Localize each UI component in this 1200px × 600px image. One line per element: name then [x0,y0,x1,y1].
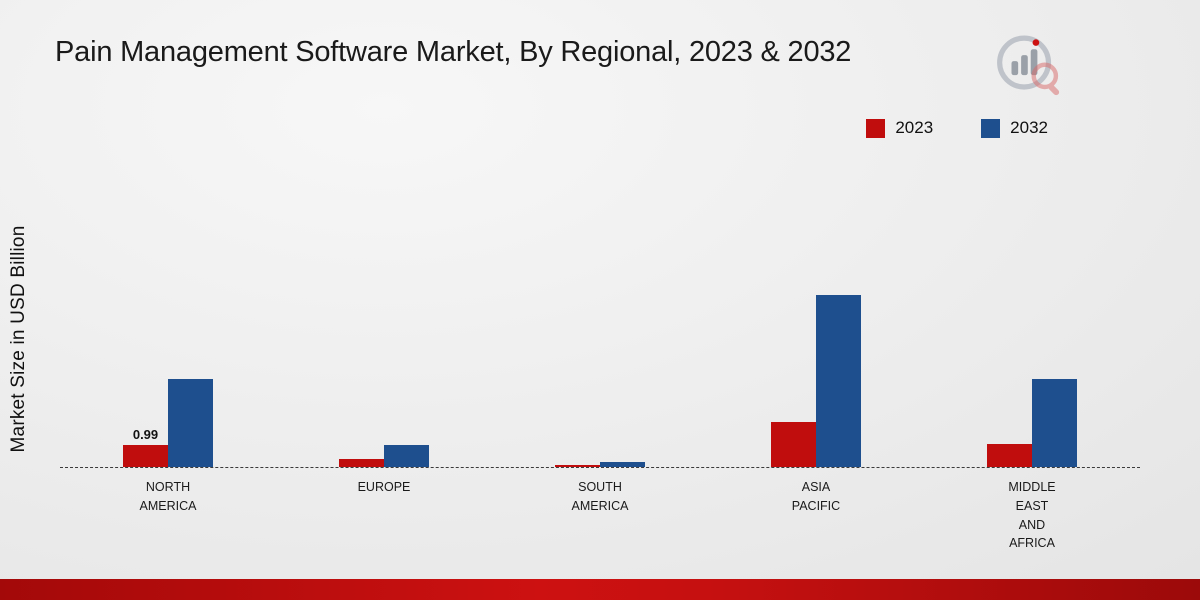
bar-column [1032,245,1077,467]
y-axis-label: Market Size in USD Billion [8,225,29,453]
brand-logo-icon [997,35,1060,96]
bar-2032-asia-pacific [816,295,861,467]
bar-column [384,245,429,467]
bar-2023-europe [339,459,384,467]
category-group-north-america: 0.99 [60,245,276,467]
category-group-europe [276,245,492,467]
bar-2032-south-america [600,462,645,467]
bar-2023-north-america [123,445,168,467]
bar-2032-middle-east-and-africa [1032,378,1077,467]
bar-column [339,245,384,467]
bar-column [987,245,1032,467]
bar-2023-middle-east-and-africa [987,443,1032,467]
bar-2032-europe [384,445,429,467]
bar-column [555,245,600,467]
bar-column [600,245,645,467]
x-axis-labels: NORTH AMERICA EUROPE SOUTH AMERICA ASIA PACIFI… [60,478,1140,553]
footer-red-band [0,579,1200,600]
bar-column [168,245,213,467]
legend-swatch-2032 [981,118,1001,138]
x-axis-baseline [60,467,1140,468]
x-axis-label-south-america: SOUTH AMERICA [571,480,629,513]
bar-2023-south-america [555,465,600,467]
bar-value-label: 0.99 [132,427,159,443]
x-axis-label-europe: EUROPE [357,480,411,494]
chart-title: Pain Management Software Market, By Regi… [55,36,852,68]
x-axis-label-asia-pacific: ASIA PACIFIC [791,480,841,513]
x-axis-label-middle-east-and-africa: MIDDLE EAST AND AFRICA [1008,480,1056,551]
x-axis-label-north-america: NORTH AMERICA [139,480,197,513]
legend: 2023 2032 [866,118,1048,138]
bar-column: 0.99 [123,245,168,467]
legend-swatch-2023 [866,118,886,138]
bar-2023-asia-pacific [771,421,816,467]
bar-2032-north-america [168,378,213,467]
legend-item-2032: 2032 [981,118,1048,138]
plot-area: 0.99 [60,245,1140,467]
bar-column [816,245,861,467]
legend-label-2032: 2032 [1010,118,1048,137]
category-group-asia-pacific [708,245,924,467]
category-group-south-america [492,245,708,467]
bar-column [771,245,816,467]
legend-item-2023: 2023 [866,118,933,138]
legend-label-2023: 2023 [895,118,934,137]
category-group-middle-east-and-africa [924,245,1140,467]
